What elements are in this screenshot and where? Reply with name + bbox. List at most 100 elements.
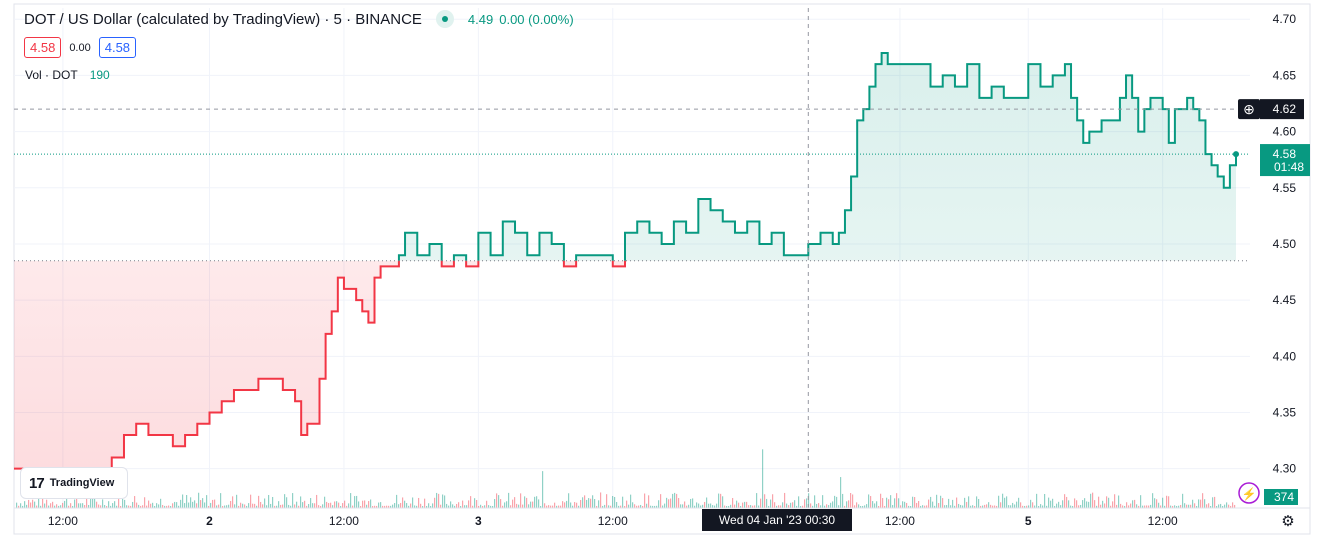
- volume-bar: [890, 495, 892, 508]
- volume-bar: [724, 505, 726, 508]
- volume-bar: [1154, 498, 1156, 508]
- volume-bar: [722, 496, 724, 508]
- volume-bar: [290, 505, 292, 508]
- volume-bar: [332, 505, 334, 508]
- volume-bar: [780, 505, 782, 508]
- time-axis[interactable]: 12:00 2 12:00 3 12:00 12:00 5 12:00 ⚙ Wed 04 Jan …: [14, 507, 1310, 531]
- volume-bar: [666, 497, 668, 508]
- settings-icon[interactable]: ⚙: [1281, 513, 1294, 530]
- volume-bar: [230, 500, 232, 508]
- volume-bar: [624, 505, 626, 508]
- volume-bar: [850, 493, 852, 508]
- volume-bar: [1218, 504, 1220, 508]
- volume-bar: [278, 501, 280, 508]
- volume-bar: [244, 504, 246, 508]
- volume-bar: [882, 498, 884, 508]
- volume-bar: [50, 503, 52, 508]
- tradingview-logo[interactable]: 17 TradingView: [20, 467, 128, 499]
- volume-bar: [880, 493, 882, 508]
- volume-bar: [920, 505, 922, 508]
- volume-bar: [128, 505, 130, 508]
- volume-bar: [308, 504, 310, 508]
- volume-bar: [1176, 506, 1178, 508]
- volume-bar: [658, 500, 660, 508]
- volume-bar: [190, 497, 192, 508]
- crosshair-add-button[interactable]: [1238, 99, 1260, 120]
- volume-bar: [58, 505, 60, 508]
- volume-bar: [260, 501, 262, 508]
- price-axis[interactable]: 4.70 4.65 4.60 4.55 4.50 4.45 4.40 4.35 4.30 ⊕ 4.6…: [1238, 12, 1310, 505]
- volume-bar: [202, 498, 204, 508]
- volume-bar: [258, 495, 260, 508]
- buy-button[interactable]: 4.58: [98, 37, 137, 58]
- volume-bar: [336, 501, 338, 508]
- volume-legend[interactable]: Vol · DOT 190: [25, 68, 110, 82]
- volume-bar: [510, 505, 512, 508]
- volume-bar: [712, 505, 714, 508]
- volume-bar: [328, 503, 330, 508]
- volume-bar: [18, 505, 20, 508]
- volume-bar: [870, 496, 872, 508]
- volume-bar: [478, 505, 480, 508]
- volume-bar: [674, 492, 676, 508]
- volume-bar: [626, 500, 628, 508]
- volume-bar: [152, 502, 154, 508]
- volume-bar: [1138, 505, 1140, 508]
- volume-bar: [586, 499, 588, 508]
- symbol-title[interactable]: DOT / US Dollar (calculated by TradingVi…: [24, 10, 422, 28]
- volume-bar: [482, 505, 484, 508]
- volume-bar: [690, 498, 692, 508]
- volume-bar: [826, 504, 828, 508]
- volume-bar: [380, 502, 382, 508]
- lightning-icon[interactable]: [1238, 482, 1260, 504]
- volume-bar: [436, 492, 438, 508]
- volume-bar: [824, 505, 826, 508]
- volume-bar: [1118, 495, 1120, 508]
- volume-bar: [120, 505, 122, 508]
- volume-bar: [684, 501, 686, 508]
- volume-bar: [88, 504, 90, 508]
- volume-bar: [794, 500, 796, 508]
- volume-bar: [94, 498, 96, 508]
- volume-bar: [738, 502, 740, 508]
- volume-bar: [1162, 497, 1164, 508]
- volume-bar: [820, 505, 822, 508]
- volume-bar: [382, 505, 384, 508]
- volume-bar: [220, 493, 222, 508]
- volume-bar: [274, 505, 276, 508]
- volume-bar: [522, 504, 524, 508]
- volume-bar: [70, 503, 72, 508]
- volume-bar: [1148, 505, 1150, 508]
- sell-button[interactable]: 4.58: [24, 37, 62, 58]
- volume-bar: [292, 493, 294, 508]
- price-tick-label: 4.35: [1273, 405, 1297, 419]
- volume-bar: [720, 493, 722, 508]
- volume-bar: [990, 504, 992, 508]
- volume-bar: [580, 499, 582, 508]
- volume-bar: [184, 503, 186, 508]
- volume-bar: [986, 504, 988, 508]
- volume-bar: [212, 499, 214, 508]
- volume-bar: [1130, 503, 1132, 508]
- volume-bar: [994, 505, 996, 508]
- volume-bar: [1158, 502, 1160, 508]
- crosshair-date-badge: [702, 509, 852, 531]
- volume-bar: [288, 504, 290, 508]
- volume-bar: [1068, 500, 1070, 508]
- volume-bar: [280, 504, 282, 508]
- volume-bar: [524, 496, 526, 508]
- volume-bar: [1040, 504, 1042, 508]
- volume-bar: [802, 505, 804, 508]
- volume-bar: [1018, 497, 1020, 508]
- volume-bar: [912, 496, 914, 508]
- volume-bar: [418, 497, 420, 508]
- volume-bar: [256, 505, 258, 508]
- volume-bar: [1050, 500, 1052, 508]
- price-tick-label: 4.65: [1273, 68, 1297, 82]
- volume-bar: [750, 505, 752, 508]
- volume-bar: [76, 493, 78, 508]
- volume-bar: [350, 493, 352, 508]
- volume-bar: [954, 505, 956, 508]
- volume-bar: [1038, 505, 1040, 508]
